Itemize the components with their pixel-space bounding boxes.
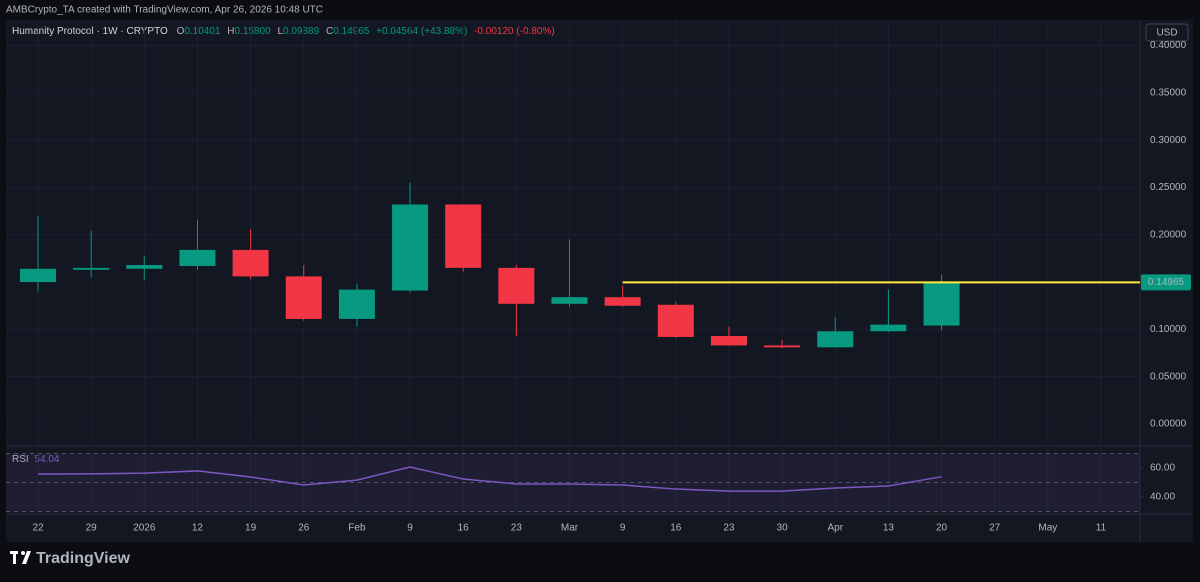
currency-label[interactable]: USD: [1156, 28, 1177, 39]
last-price-box: [1141, 274, 1191, 291]
x-tick-label: 27: [989, 523, 1001, 534]
y-tick-label: 0.20000: [1150, 229, 1187, 240]
candle-body: [498, 267, 535, 304]
y-tick-label: 0.25000: [1150, 182, 1187, 193]
candle-body: [285, 276, 322, 319]
ohlc-key: L: [277, 26, 283, 37]
x-tick-label: 23: [723, 523, 735, 534]
candle: [657, 301, 694, 338]
candle-body: [551, 297, 588, 304]
rsi-tick-label: 40.00: [1150, 492, 1175, 503]
credit: AMBCrypto_TA created with TradingView.co…: [6, 5, 323, 16]
candle-body: [923, 282, 960, 326]
rsi-legend: RSI 54.04: [12, 454, 60, 465]
ohlc-value: 0.09889: [283, 26, 320, 37]
header: Humanity Protocol · 1W · CRYPTO O0.10401…: [12, 26, 555, 37]
ohlc-key: O: [177, 26, 185, 37]
rsi-name: RSI: [12, 454, 29, 465]
logo-mark: [22, 551, 31, 564]
x-tick-label: May: [1038, 523, 1057, 534]
x-tick-label: 11: [1096, 523, 1107, 534]
ohlc-key: C: [326, 26, 333, 37]
candle-body: [710, 335, 747, 346]
candle: [710, 326, 747, 346]
candle: [232, 229, 269, 280]
candle: [179, 219, 216, 270]
candle-body: [73, 267, 110, 270]
x-tick-label: 2026: [133, 523, 156, 534]
x-tick-label: Feb: [348, 523, 366, 534]
candle-body: [126, 265, 163, 269]
change: +0.04564 (+43.88%): [376, 26, 467, 37]
candle: [817, 317, 854, 348]
y-tick-label: 0.05000: [1150, 371, 1187, 382]
rsi-value: 54.04: [34, 454, 59, 465]
x-tick-label: 22: [32, 523, 44, 534]
x-tick-label: 12: [192, 523, 204, 534]
candle: [392, 182, 429, 293]
x-tick-label: 16: [670, 523, 682, 534]
candle-body: [445, 204, 482, 268]
candle: [870, 289, 907, 333]
candle-body: [338, 289, 375, 319]
x-tick-label: 29: [86, 523, 98, 534]
logo-mark: [13, 551, 16, 564]
y-tick-label: 0.40000: [1150, 40, 1187, 51]
footer-logo: TradingView: [10, 550, 131, 567]
candle: [338, 283, 375, 327]
logo-mark: [21, 551, 25, 555]
candle: [923, 274, 960, 331]
ohlc-value: 0.14965: [333, 26, 370, 37]
x-tick-label: 23: [511, 523, 523, 534]
y-tick-label: 0.30000: [1150, 135, 1187, 146]
x-tick-label: 16: [458, 523, 470, 534]
live-change: -0.00120 (-0.80%): [474, 26, 555, 37]
rsi-line: [37, 466, 942, 492]
candle-body: [764, 345, 801, 348]
candle-body: [817, 331, 854, 348]
candle: [445, 204, 482, 272]
candle-body: [392, 204, 429, 291]
rsi-tick-label: 60.00: [1150, 463, 1175, 474]
x-tick-label: 19: [245, 523, 257, 534]
candle-body: [179, 249, 216, 266]
candle-body: [232, 249, 269, 277]
candle: [20, 215, 56, 292]
candle-body: [604, 297, 641, 306]
ohlc-key: H: [227, 26, 234, 37]
currency-button[interactable]: [1145, 23, 1189, 42]
candle: [126, 255, 163, 281]
candle-body: [20, 268, 56, 283]
candle-body: [657, 304, 694, 337]
ohlc-value: 0.10401: [184, 26, 221, 37]
candle: [604, 285, 641, 307]
x-tick-label: 9: [620, 523, 626, 534]
ohlc-value: 0.15800: [235, 26, 272, 37]
y-tick-label: 0.00000: [1150, 419, 1187, 430]
x-tick-label: 26: [298, 523, 310, 534]
candle: [285, 265, 322, 321]
candle: [764, 339, 801, 349]
x-tick-label: 20: [936, 523, 948, 534]
footer-logo-text: TradingView: [36, 550, 131, 567]
x-tick-label: Mar: [561, 523, 579, 534]
candle: [498, 265, 535, 336]
last-price-label: 0.14965: [1148, 277, 1185, 288]
candle: [73, 230, 110, 278]
x-tick-label: 9: [407, 523, 413, 534]
symbol-title: Humanity Protocol · 1W · CRYPTO: [12, 26, 168, 37]
candle-body: [870, 324, 907, 332]
x-tick-label: Apr: [827, 523, 843, 534]
candle: [551, 239, 588, 307]
y-tick-label: 0.35000: [1150, 87, 1187, 98]
x-tick-label: 30: [777, 523, 789, 534]
y-tick-label: 0.10000: [1150, 324, 1187, 335]
x-tick-label: 13: [883, 523, 895, 534]
